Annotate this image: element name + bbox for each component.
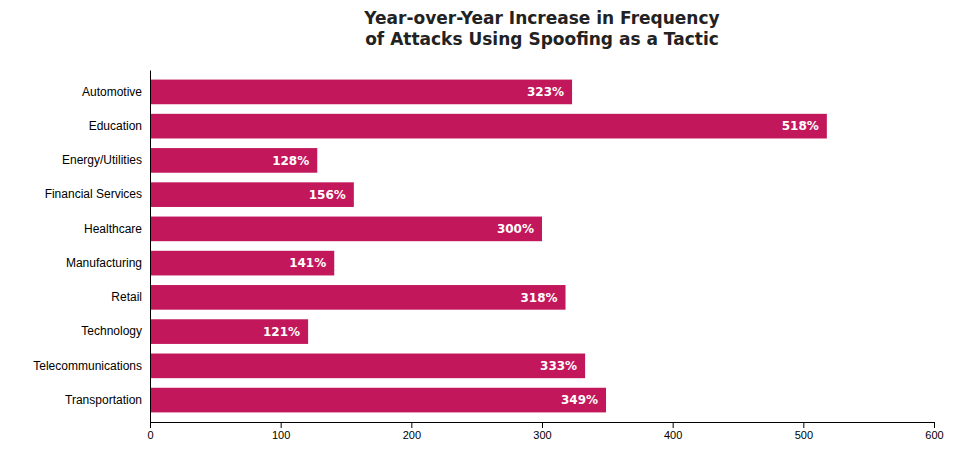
tick: Automotive xyxy=(82,85,142,99)
tick-mark xyxy=(411,422,412,428)
tick: 100 xyxy=(272,422,290,441)
tick-label: 0 xyxy=(147,429,153,441)
data-label: 300% xyxy=(497,222,534,236)
tick-label: 100 xyxy=(272,429,290,441)
tick-label: Automotive xyxy=(82,85,142,99)
tick-mark xyxy=(673,422,674,428)
tick-label: Energy/Utilities xyxy=(62,153,142,167)
bar xyxy=(150,148,317,173)
bar xyxy=(150,354,585,379)
tick: Manufacturing xyxy=(66,256,142,270)
tick: 600 xyxy=(925,422,943,441)
tick-label: 200 xyxy=(403,429,421,441)
tick-label: Financial Services xyxy=(45,187,142,201)
tick-mark xyxy=(803,422,804,428)
bar xyxy=(150,388,606,413)
tick-mark xyxy=(934,422,935,428)
tick: Education xyxy=(89,119,142,133)
tick: Technology xyxy=(81,324,142,338)
tick-label: 500 xyxy=(795,429,813,441)
data-label: 128% xyxy=(272,154,309,168)
data-label: 156% xyxy=(309,188,346,202)
tick-label: Education xyxy=(89,119,142,133)
tick-label: Retail xyxy=(111,290,142,304)
bar xyxy=(150,319,308,344)
x-axis: 0 100 200 300 400 500 600 xyxy=(147,422,943,441)
tick: Energy/Utilities xyxy=(62,153,142,167)
tick-label: Manufacturing xyxy=(66,256,142,270)
y-axis: Automotive Education Energy/Utilities Finan… xyxy=(33,71,150,423)
tick: Healthcare xyxy=(84,222,142,236)
tick: Telecommunications xyxy=(33,359,142,373)
data-label: 121% xyxy=(263,325,300,339)
tick-label: Transportation xyxy=(65,393,142,407)
data-label: 318% xyxy=(520,291,557,305)
bar xyxy=(150,80,572,105)
bar xyxy=(150,217,542,242)
bar xyxy=(150,285,566,310)
tick: 0 xyxy=(147,422,153,441)
tick-label: 300 xyxy=(533,429,551,441)
axis-line xyxy=(151,423,935,429)
tick: 500 xyxy=(795,422,813,441)
bar xyxy=(150,114,827,139)
tick: Retail xyxy=(111,290,142,304)
bars xyxy=(150,80,827,413)
tick-label: Telecommunications xyxy=(33,359,142,373)
data-label: 323% xyxy=(527,85,564,99)
tick-label: Technology xyxy=(81,324,142,338)
tick: 200 xyxy=(403,422,421,441)
data-label: 518% xyxy=(782,119,819,133)
tick: Financial Services xyxy=(45,187,142,201)
bar xyxy=(150,251,334,276)
tick-mark xyxy=(542,422,543,428)
bar xyxy=(150,182,354,207)
tick-mark xyxy=(281,422,282,428)
data-label: 141% xyxy=(289,256,326,270)
tick: Transportation xyxy=(65,393,142,407)
data-labels: 323% 518% 128% 156% 300% 141% 318% 121% 333% 349% xyxy=(263,85,819,407)
data-label: 333% xyxy=(540,359,577,373)
tick: 300 xyxy=(533,422,551,441)
tick: 400 xyxy=(664,422,682,441)
chart: Year-over-Year Increase in Frequencyof A… xyxy=(0,0,974,458)
tick-label: 400 xyxy=(664,429,682,441)
data-label: 349% xyxy=(561,393,598,407)
title: Year-over-Year Increase in Frequencyof A… xyxy=(363,8,719,49)
axis-line xyxy=(150,71,151,423)
tick-mark xyxy=(150,422,151,428)
tick-label: 600 xyxy=(925,429,943,441)
tick-label: Healthcare xyxy=(84,222,142,236)
plot: 323% 518% 128% 156% 300% 141% 318% 121% 333% 349%… xyxy=(33,71,943,441)
